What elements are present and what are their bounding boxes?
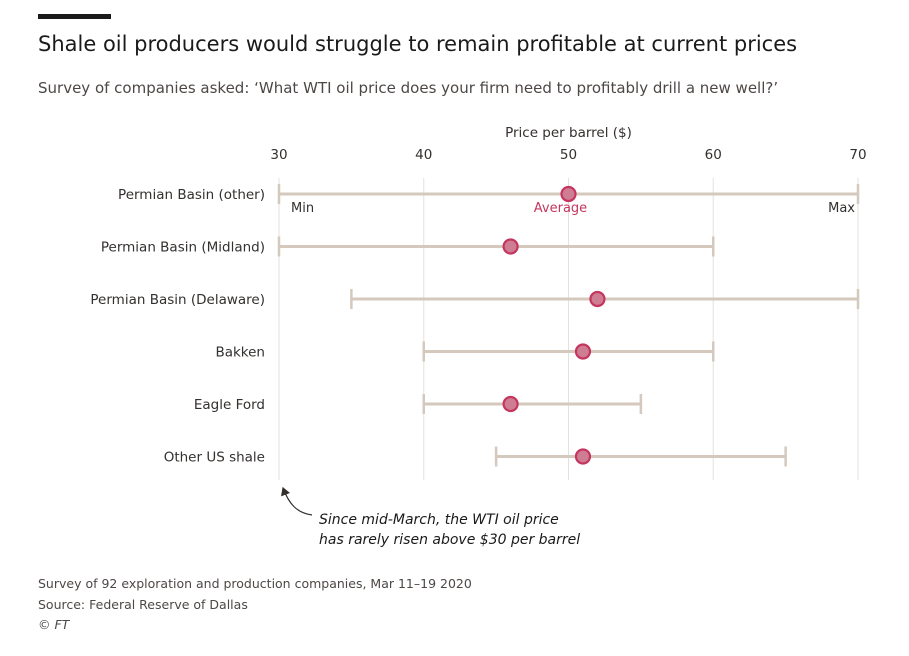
category-label: Other US shale: [164, 450, 265, 466]
average-marker: [560, 185, 577, 203]
category-label: Permian Basin (Midland): [101, 240, 265, 256]
max-label: Max: [828, 201, 855, 216]
average-marker: [589, 290, 606, 308]
category-label: Permian Basin (other): [118, 187, 265, 203]
category-label: Bakken: [215, 345, 265, 361]
annotation-arrow: [281, 486, 313, 516]
x-tick-label: 50: [560, 147, 577, 163]
footer-note: Survey of 92 exploration and production …: [38, 576, 472, 591]
average-marker: [574, 343, 592, 360]
chart-subtitle: Survey of companies asked: ‘What WTI oil…: [38, 79, 779, 97]
top-rule: [38, 14, 111, 19]
category-label: Permian Basin (Delaware): [90, 292, 265, 308]
min-label: Min: [291, 201, 314, 216]
x-tick-label: 30: [270, 147, 287, 163]
average-marker: [502, 238, 519, 255]
x-tick-label: 70: [849, 147, 866, 163]
x-tick-label: 60: [705, 147, 722, 163]
footer-credit: © FT: [38, 617, 70, 632]
category-label: Eagle Ford: [194, 397, 265, 413]
average-marker: [574, 448, 592, 465]
range-chart: Price per barrel ($) 30 40 50 60 70 Permian Ba…: [90, 125, 866, 548]
footer-source: Source: Federal Reserve of Dallas: [38, 597, 248, 612]
annotation-text: Since mid-March, the WTI oil price: [319, 512, 559, 528]
annotation-text: has rarely risen above $30 per barrel: [319, 532, 580, 548]
x-axis-label: Price per barrel ($): [505, 125, 632, 141]
average-marker: [502, 395, 519, 413]
chart-title: Shale oil producers would struggle to re…: [38, 32, 798, 56]
x-tick-label: 40: [415, 147, 432, 163]
average-label: Average: [534, 201, 587, 216]
